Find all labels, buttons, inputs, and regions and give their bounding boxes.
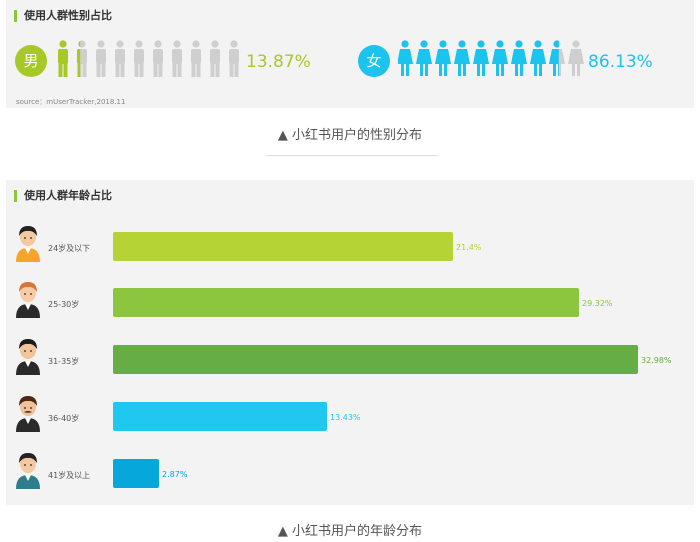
age-caption: ▲ 小红书用户的年龄分布 <box>277 524 423 539</box>
female-person-icon <box>549 40 565 76</box>
source-note: source：mUserTracker,2018.11 <box>16 98 126 106</box>
age-category-label: 31-35岁 <box>48 357 80 366</box>
age-bar <box>113 345 638 374</box>
caption-divider <box>266 155 438 156</box>
female-person-icon <box>568 40 584 76</box>
male-person-icon <box>210 40 220 77</box>
female-person-icon <box>416 40 432 76</box>
age-avatar-icon <box>16 282 40 318</box>
age-panel: 使用人群年龄占比 24岁及以下 21.4% 25-30岁 29.32% 31-35岁 32… <box>6 180 694 505</box>
male-person-icon <box>96 40 106 77</box>
gender-panel: 使用人群性别占比 男 13.87% 女 86.13% source：mUserT… <box>6 0 694 108</box>
age-value-label: 29.32% <box>582 299 613 308</box>
male-person-icon <box>58 40 68 77</box>
age-bar <box>113 459 159 488</box>
female-person-icon <box>530 40 546 76</box>
age-value-label: 2.87% <box>162 470 188 479</box>
age-avatar-icon <box>16 396 40 432</box>
age-category-label: 41岁及以上 <box>48 471 91 480</box>
age-bar <box>113 288 579 317</box>
female-person-icon <box>492 40 508 76</box>
male-badge: 男 <box>15 45 47 77</box>
female-person-icon <box>435 40 451 76</box>
gender-caption: ▲ 小红书用户的性别分布 <box>277 128 423 143</box>
male-person-icon <box>134 40 144 77</box>
male-person-icon <box>153 40 163 77</box>
age-panel-title: 使用人群年龄占比 <box>14 190 112 202</box>
female-percent: 86.13% <box>588 52 653 72</box>
age-bar <box>113 402 327 431</box>
male-percent: 13.87% <box>246 52 311 72</box>
age-value-label: 13.43% <box>330 413 361 422</box>
female-person-icon <box>398 40 413 76</box>
age-avatar-icon <box>16 453 40 489</box>
male-person-icon <box>229 40 239 77</box>
age-avatar-icon <box>16 339 40 375</box>
age-value-label: 21.4% <box>456 243 482 252</box>
age-category-label: 25-30岁 <box>48 300 80 309</box>
age-avatar-icon <box>16 226 40 262</box>
age-category-label: 36-40岁 <box>48 414 80 423</box>
age-category-label: 24岁及以下 <box>48 244 91 253</box>
male-person-icon <box>191 40 201 77</box>
male-person-icon <box>115 40 125 77</box>
age-bar <box>113 232 453 261</box>
female-person-icon <box>511 40 527 76</box>
female-icon-row <box>398 40 584 76</box>
female-person-icon <box>454 40 470 76</box>
female-person-icon <box>473 40 489 76</box>
female-badge: 女 <box>358 45 390 77</box>
age-value-label: 32.98% <box>641 356 672 365</box>
male-person-icon <box>77 40 87 77</box>
male-icon-row <box>58 40 239 77</box>
gender-panel-title: 使用人群性别占比 <box>14 10 112 22</box>
male-person-icon <box>172 40 182 77</box>
